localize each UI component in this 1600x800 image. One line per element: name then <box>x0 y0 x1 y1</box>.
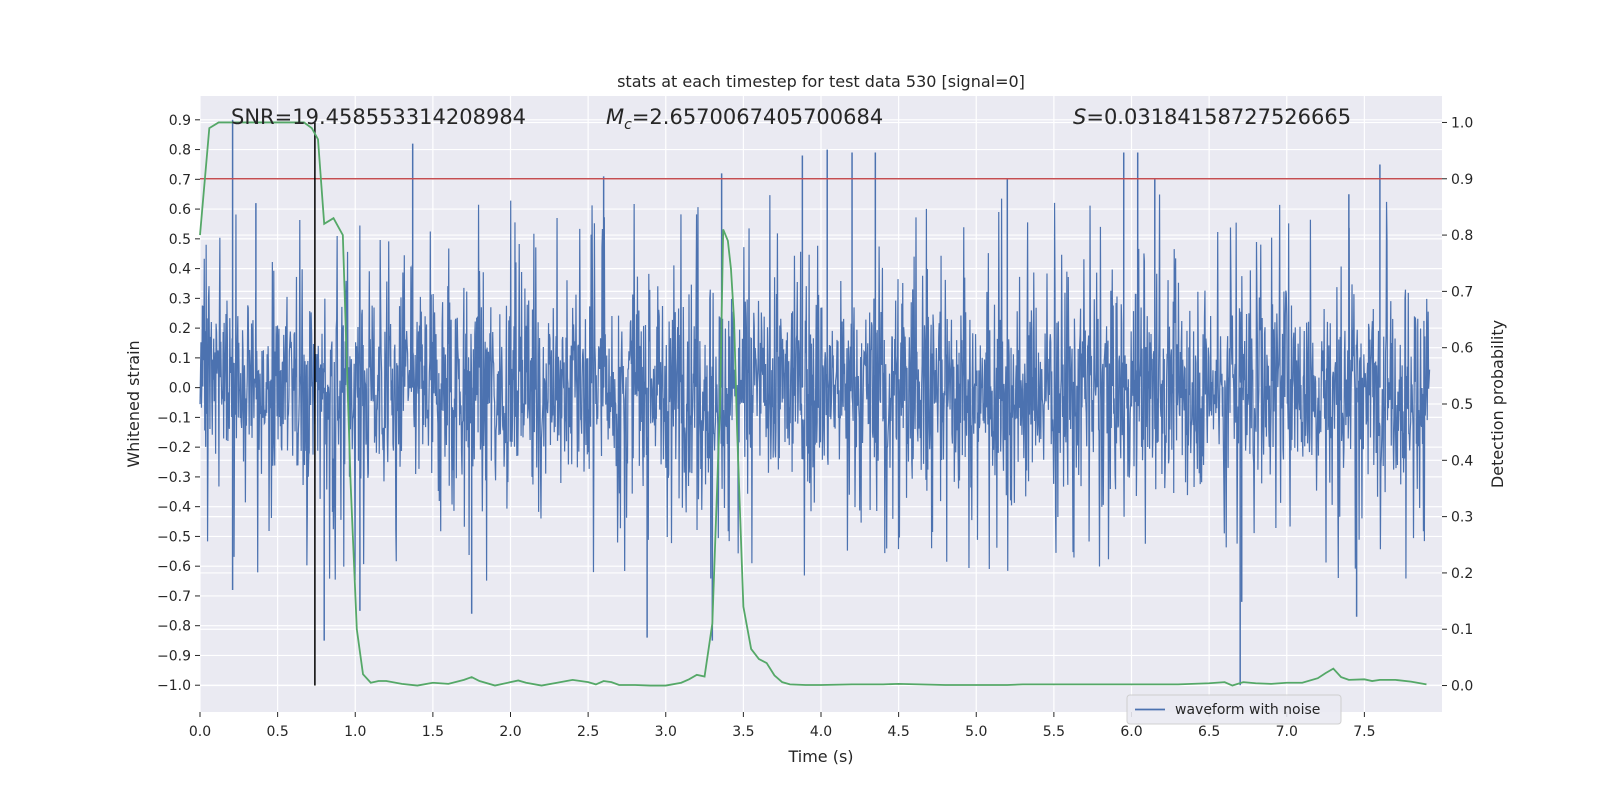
y-tick-label: 0.4 <box>169 262 191 278</box>
y2-tick-label: 0.9 <box>1451 172 1473 188</box>
y-tick-label: 0.1 <box>169 351 191 367</box>
y2-tick-label: 0.1 <box>1451 622 1473 638</box>
y-tick-label: −0.4 <box>157 500 191 516</box>
y-tick-label: 0.7 <box>169 172 191 188</box>
x-ticks: 0.0 0.5 1.0 1.5 2.0 2.5 3.0 3.5 4.0 4.5 5.0 5.5 6.0 6… <box>189 712 1376 740</box>
x-tick-label: 7.5 <box>1353 724 1375 740</box>
y2-tick-label: 0.2 <box>1451 566 1473 582</box>
y-tick-label: −0.8 <box>157 619 191 635</box>
y2-tick-label: 0.4 <box>1451 453 1473 469</box>
y2-tick-label: 0.7 <box>1451 284 1473 300</box>
legend: waveform with noise <box>1126 694 1342 725</box>
y-tick-label: −0.3 <box>157 470 191 486</box>
x-tick-label: 5.5 <box>1043 724 1065 740</box>
detection-probability-series <box>199 121 1427 687</box>
s-value: =0.03184158727526665 <box>1086 105 1351 129</box>
mc-subscript: c <box>624 117 632 133</box>
s-symbol: S <box>1073 105 1086 129</box>
y-tick-label: 0.5 <box>169 232 191 248</box>
x-tick-label: 0.0 <box>189 724 211 740</box>
x-tick-label: 2.5 <box>577 724 599 740</box>
y2-tick-label: 0.5 <box>1451 397 1473 413</box>
mc-symbol: M <box>606 105 624 129</box>
snr-value: 19.458553314208984 <box>292 105 526 129</box>
x-tick-label: 3.5 <box>732 724 754 740</box>
x-tick-label: 7.0 <box>1276 724 1298 740</box>
s-annotation: S=0.03184158727526665 <box>1073 105 1351 129</box>
y-tick-label: 0.0 <box>169 381 191 397</box>
waveform-with-noise-series <box>199 119 1431 686</box>
y2-ticks: 1.0 0.9 0.8 0.7 0.6 0.5 0.4 0.3 0.2 0.1 0.0 <box>1442 115 1473 695</box>
waveform-noise-path <box>199 194 1431 581</box>
x-tick-label: 6.5 <box>1198 724 1220 740</box>
y-tick-label: 0.9 <box>169 113 191 129</box>
y-tick-label: −0.5 <box>157 529 191 545</box>
y-tick-label: −0.1 <box>157 410 191 426</box>
legend-box <box>1126 694 1342 725</box>
chart-title: stats at each timestep for test data 530… <box>617 72 1025 91</box>
y-tick-label: −0.7 <box>157 589 191 605</box>
mc-annotation: Mc=2.6570067405700684 <box>606 105 883 133</box>
y-tick-label: −0.2 <box>157 440 191 456</box>
x-tick-label: 1.5 <box>422 724 444 740</box>
y-tick-label: 0.8 <box>169 143 191 159</box>
y2-tick-label: 0.8 <box>1451 228 1473 244</box>
x-tick-label: 1.0 <box>344 724 366 740</box>
y2-tick-label: 0.6 <box>1451 341 1473 357</box>
x-tick-label: 3.0 <box>655 724 677 740</box>
snr-prefix: SNR= <box>231 105 292 129</box>
y-axis-label: Whitened strain <box>124 340 143 467</box>
y-tick-label: 0.6 <box>169 202 191 218</box>
y-tick-label: 0.3 <box>169 291 191 307</box>
y-tick-label: −0.6 <box>157 559 191 575</box>
x-tick-label: 5.0 <box>965 724 987 740</box>
y2-tick-label: 1.0 <box>1451 115 1473 131</box>
y2-tick-label: 0.0 <box>1451 679 1473 695</box>
x-tick-label: 4.5 <box>887 724 909 740</box>
x-tick-label: 6.0 <box>1120 724 1142 740</box>
y-tick-label: −1.0 <box>157 678 191 694</box>
snr-annotation: SNR=19.458553314208984 <box>231 105 526 129</box>
x-tick-label: 4.0 <box>810 724 832 740</box>
y2-axis-label: Detection probability <box>1488 320 1507 488</box>
x-axis-label: Time (s) <box>787 747 853 766</box>
x-tick-label: 0.5 <box>266 724 288 740</box>
x-tick-label: 2.0 <box>499 724 521 740</box>
y-tick-label: 0.2 <box>169 321 191 337</box>
y-ticks: 0.9 0.8 0.7 0.6 0.5 0.4 0.3 0.2 0.1 0.0 −0.1 −0.2 −0… <box>157 113 200 694</box>
y-tick-label: −0.9 <box>157 648 191 664</box>
mc-value: =2.6570067405700684 <box>632 105 883 129</box>
legend-entry: waveform with noise <box>1175 702 1320 718</box>
y2-tick-label: 0.3 <box>1451 510 1473 526</box>
